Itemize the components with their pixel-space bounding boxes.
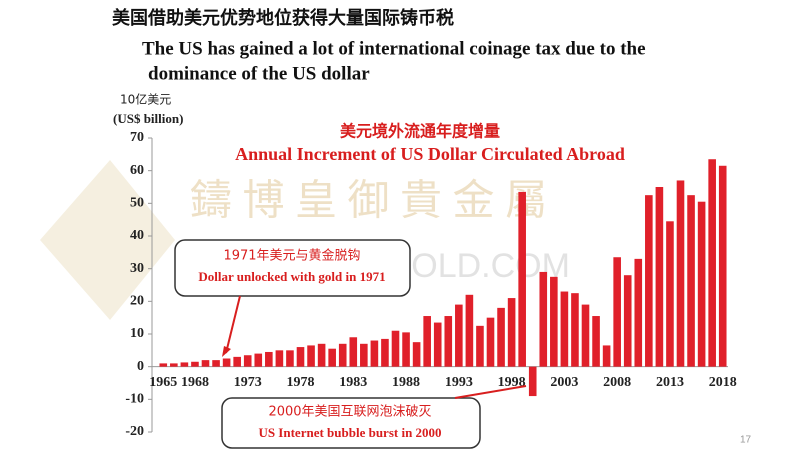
chart-title: 美元境外流通年度增量 xyxy=(340,122,500,141)
bar xyxy=(539,271,548,367)
watermark-cn: 鑄 博 皇 御 貴 金 屬 xyxy=(190,178,547,225)
bar xyxy=(592,316,600,367)
x-tick-label: 1965 xyxy=(149,375,177,390)
y-tick-label: 50 xyxy=(130,196,144,211)
bar xyxy=(676,180,685,367)
bar xyxy=(444,316,453,367)
y-tick-label: 20 xyxy=(130,294,144,309)
bar xyxy=(476,325,484,367)
annotation: Dollar unlocked with gold in 1971 xyxy=(198,269,385,284)
bar xyxy=(402,332,410,367)
bar xyxy=(497,307,505,367)
chart-title: Annual Increment of US Dollar Circulated… xyxy=(235,144,625,164)
bar xyxy=(528,366,537,397)
bar xyxy=(718,165,727,367)
bar xyxy=(370,340,379,367)
bar xyxy=(550,276,558,367)
bar xyxy=(338,343,347,367)
bar xyxy=(433,322,442,367)
bar xyxy=(360,343,368,367)
bar xyxy=(634,258,643,367)
bar xyxy=(412,342,421,367)
page-number: 17 xyxy=(740,435,752,446)
x-tick-label: 1993 xyxy=(445,375,473,390)
bar xyxy=(486,317,495,367)
bar xyxy=(455,304,463,367)
y-tick-label: 60 xyxy=(130,163,144,178)
bar xyxy=(381,338,389,367)
bar xyxy=(159,363,168,367)
y-unit: (US$ billion) xyxy=(113,111,183,126)
bar xyxy=(275,350,284,367)
title-en: dominance of the US dollar xyxy=(148,63,370,84)
bar xyxy=(560,291,569,367)
title-en: The US has gained a lot of international… xyxy=(142,38,646,59)
x-tick-label: 1998 xyxy=(498,375,526,390)
y-tick-label: -10 xyxy=(125,392,144,407)
bar xyxy=(201,360,210,367)
y-tick-label: 40 xyxy=(130,228,144,243)
bar xyxy=(623,275,632,367)
bar xyxy=(571,293,579,367)
annotation: 2000年美国互联网泡沫破灭 xyxy=(268,405,431,420)
y-tick-label: 10 xyxy=(130,326,144,341)
annotation-box xyxy=(174,239,411,297)
bar xyxy=(581,304,590,367)
bar xyxy=(222,358,231,367)
bar xyxy=(180,362,189,367)
x-tick-label: 2018 xyxy=(709,375,737,390)
bar xyxy=(191,361,199,367)
bar xyxy=(666,221,674,367)
bar xyxy=(328,348,336,367)
annotation-box xyxy=(221,397,481,449)
bar xyxy=(518,191,526,367)
annotation: 1971年美元与黄金脱钩 xyxy=(223,248,360,264)
x-tick-label: 1988 xyxy=(392,375,420,390)
x-tick-label: 1983 xyxy=(339,375,367,390)
y-tick-label: 30 xyxy=(130,261,144,276)
bar xyxy=(233,356,241,367)
y-unit: 10亿美元 xyxy=(120,92,171,107)
bar xyxy=(613,257,621,367)
arrow-head xyxy=(222,346,231,357)
bar xyxy=(296,347,305,367)
bar xyxy=(286,350,294,367)
x-tick-label: 1978 xyxy=(287,375,315,390)
bar xyxy=(655,187,664,367)
title-cn: 美国借助美元优势地位获得大量国际铸币税 xyxy=(112,7,454,29)
bar xyxy=(307,345,315,367)
bar xyxy=(243,355,252,367)
y-tick-label: 0 xyxy=(137,359,144,374)
arrow xyxy=(454,385,527,399)
bar xyxy=(465,294,474,367)
bar xyxy=(507,298,516,367)
bar xyxy=(317,343,326,367)
x-tick-label: 1973 xyxy=(234,375,262,390)
bar xyxy=(645,195,653,367)
x-tick-label: 2003 xyxy=(550,375,578,390)
bar xyxy=(254,353,263,367)
bar xyxy=(687,195,695,367)
x-tick-label: 2013 xyxy=(656,375,684,390)
annotation: US Internet bubble burst in 2000 xyxy=(258,425,441,440)
bar xyxy=(708,159,716,367)
y-tick-label: -20 xyxy=(125,424,144,439)
bar xyxy=(391,330,400,367)
x-tick-label: 2008 xyxy=(603,375,631,390)
bar xyxy=(602,345,611,367)
bar xyxy=(265,351,273,367)
y-tick-label: 70 xyxy=(130,130,144,145)
watermark-logo xyxy=(40,160,175,320)
arrow xyxy=(225,295,241,354)
x-tick-label: 1968 xyxy=(181,375,209,390)
bar xyxy=(170,363,178,367)
bar xyxy=(697,201,706,367)
bar xyxy=(212,360,220,367)
bar xyxy=(423,316,431,367)
bar xyxy=(349,337,358,367)
